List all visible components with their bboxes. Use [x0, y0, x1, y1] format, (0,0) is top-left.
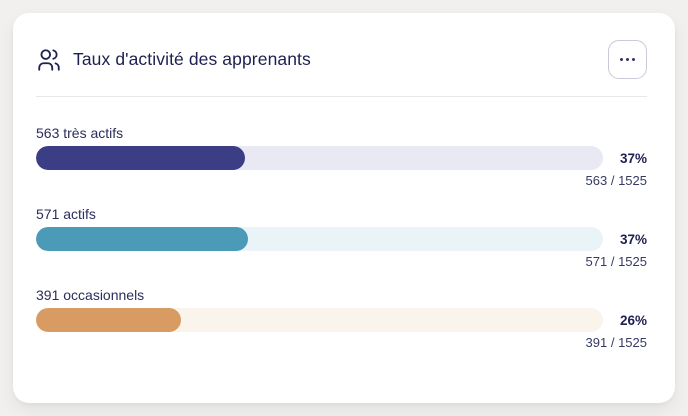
title-wrap: Taux d'activité des apprenants [36, 47, 311, 73]
menu-button[interactable] [608, 40, 647, 79]
bar-label: 391 occasionnels [36, 287, 145, 303]
fraction-value: 563 / 1525 [585, 173, 647, 188]
activity-row-actifs: 571 actifs 37% 571 / 1525 [36, 206, 647, 269]
bar-label: 563 très actifs [36, 125, 124, 141]
percent-value: 37% [619, 231, 647, 247]
fraction-value: 391 / 1525 [585, 335, 647, 350]
users-icon [36, 47, 62, 73]
divider [36, 96, 647, 97]
bar-fill [36, 146, 246, 170]
percent-value: 37% [619, 150, 647, 166]
activity-bars: 563 très actifs 37% 563 / 1525 571 actif… [36, 125, 647, 350]
percent-value: 26% [619, 312, 647, 328]
bar-label: 571 actifs [36, 206, 96, 222]
activity-row-tres-actifs: 563 très actifs 37% 563 / 1525 [36, 125, 647, 188]
card-header: Taux d'activité des apprenants [36, 40, 647, 79]
bar-fill [36, 308, 182, 332]
bar-track [36, 146, 603, 170]
activity-card: Taux d'activité des apprenants 563 très … [13, 13, 675, 403]
fraction-value: 571 / 1525 [585, 254, 647, 269]
card-title: Taux d'activité des apprenants [73, 49, 311, 69]
ellipsis-icon [620, 58, 635, 61]
bar-fill [36, 227, 249, 251]
activity-row-occasionnels: 391 occasionnels 26% 391 / 1525 [36, 287, 647, 350]
bar-track [36, 227, 603, 251]
bar-track [36, 308, 603, 332]
